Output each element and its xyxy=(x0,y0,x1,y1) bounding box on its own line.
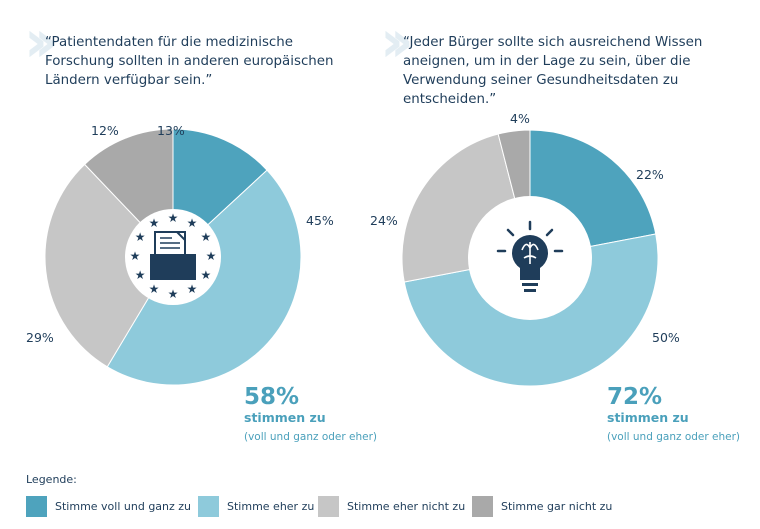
star-icon: ★ xyxy=(149,216,160,230)
chart-2-summary-note: (voll und ganz oder eher) xyxy=(607,431,741,443)
legend-label: Stimme gar nicht zu xyxy=(501,500,613,513)
legend-label: Stimme eher nicht zu xyxy=(347,500,466,513)
star-icon: ★ xyxy=(201,230,212,244)
chart-2-summary-value: 72% xyxy=(607,384,663,410)
chart-1-title: “Patientendaten für die medizinische For… xyxy=(45,35,334,88)
legend-swatch xyxy=(318,496,339,517)
star-icon: ★ xyxy=(135,268,146,282)
legend-swatch xyxy=(472,496,493,517)
star-icon: ★ xyxy=(149,282,160,296)
legend-label: Stimme eher zu xyxy=(227,500,315,513)
lightbulb-brain-icon xyxy=(496,220,564,292)
eu-stars-folder-document-icon: ★ ★★★★★★★★★★★ xyxy=(130,211,217,301)
star-icon: ★ xyxy=(168,211,179,225)
star-icon: ★ xyxy=(135,230,146,244)
chart-1-summary-value: 58% xyxy=(244,384,300,410)
chart-2-title: “Jeder Bürger sollte sich ausreichend Wi… xyxy=(403,35,703,107)
star-icon: ★ xyxy=(201,268,212,282)
star-icon: ★ xyxy=(206,249,217,263)
legend-title: Legende: xyxy=(26,473,77,486)
chart-1-label-eher-nicht: 29% xyxy=(26,330,54,345)
star-icon: ★ xyxy=(187,216,198,230)
chart-2-label-eher-nicht: 24% xyxy=(370,213,398,228)
chart-2-summary-label: stimmen zu xyxy=(607,410,689,425)
chart-1-label-eher: 45% xyxy=(306,213,334,228)
star-icon: ★ xyxy=(187,282,198,296)
chart-1-summary-label: stimmen zu xyxy=(244,410,326,425)
legend-label: Stimme voll und ganz zu xyxy=(55,500,192,513)
chart-1-slice-eher-nicht xyxy=(44,163,174,368)
chart-1-label-gar-nicht: 12% xyxy=(91,123,119,138)
legend-item-voll: Stimme voll und ganz zu xyxy=(26,496,191,517)
star-icon: ★ xyxy=(130,249,141,263)
chart-2-label-eher: 50% xyxy=(652,330,680,345)
chart-1-label-voll: 13% xyxy=(157,123,185,138)
legend-item-gar-nicht: Stimme gar nicht zu xyxy=(472,496,612,517)
legend-swatch xyxy=(26,496,47,517)
chart-2-label-gar-nicht: 4% xyxy=(510,111,530,126)
legend-item-eher: Stimme eher zu xyxy=(198,496,314,517)
legend-swatch xyxy=(198,496,219,517)
star-icon: ★ xyxy=(168,287,179,301)
legend-item-eher-nicht: Stimme eher nicht zu xyxy=(318,496,465,517)
chart-2-label-voll: 22% xyxy=(636,167,664,182)
chart-1-summary-note: (voll und ganz oder eher) xyxy=(244,431,378,443)
